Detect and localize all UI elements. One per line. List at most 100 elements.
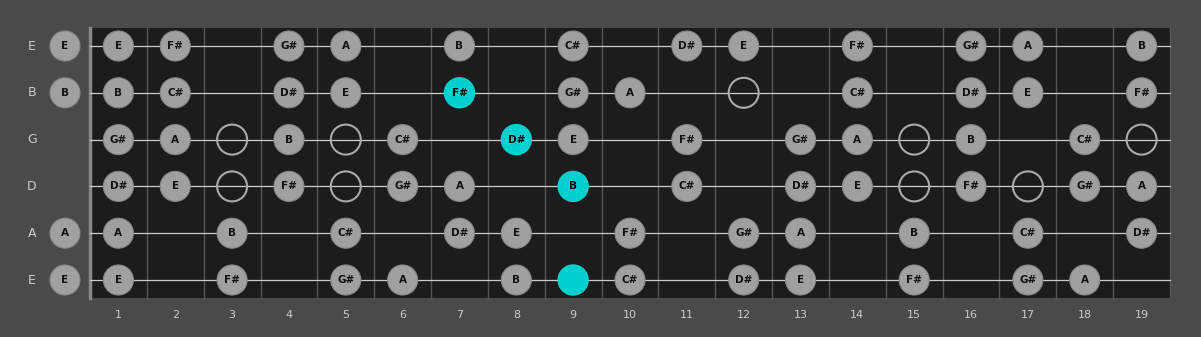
FancyBboxPatch shape <box>90 28 1170 298</box>
Ellipse shape <box>956 125 986 155</box>
Ellipse shape <box>558 265 588 295</box>
Text: E: E <box>342 88 349 98</box>
Ellipse shape <box>388 125 418 155</box>
Ellipse shape <box>956 31 986 61</box>
Text: A: A <box>114 228 123 238</box>
Text: F#: F# <box>1134 88 1149 98</box>
Ellipse shape <box>615 218 645 248</box>
Ellipse shape <box>50 31 80 61</box>
Ellipse shape <box>1070 265 1100 295</box>
Ellipse shape <box>50 265 80 295</box>
Text: F#: F# <box>281 181 297 191</box>
Text: C#: C# <box>337 228 354 238</box>
Ellipse shape <box>1070 125 1100 155</box>
Text: B: B <box>967 134 975 145</box>
Ellipse shape <box>444 78 474 108</box>
Text: F#: F# <box>452 88 467 98</box>
Text: B: B <box>114 88 123 98</box>
Text: E: E <box>569 134 576 145</box>
Ellipse shape <box>615 265 645 295</box>
Ellipse shape <box>274 31 304 61</box>
Text: G#: G# <box>109 134 127 145</box>
Ellipse shape <box>785 172 815 202</box>
Ellipse shape <box>501 125 531 155</box>
Ellipse shape <box>388 172 418 202</box>
Ellipse shape <box>1070 172 1100 202</box>
FancyBboxPatch shape <box>5 5 1196 332</box>
Text: A: A <box>455 181 464 191</box>
Text: A: A <box>61 228 68 238</box>
Text: G#: G# <box>1076 181 1093 191</box>
Text: G#: G# <box>280 41 298 51</box>
Text: C#: C# <box>849 88 866 98</box>
Text: D#: D# <box>450 228 468 238</box>
Ellipse shape <box>330 31 360 61</box>
Ellipse shape <box>217 218 247 248</box>
Text: 1: 1 <box>115 310 123 320</box>
Text: G#: G# <box>564 88 581 98</box>
Ellipse shape <box>1127 78 1157 108</box>
Text: A: A <box>1024 41 1032 51</box>
Text: E: E <box>115 275 123 285</box>
Text: 4: 4 <box>286 310 293 320</box>
Text: E: E <box>172 181 179 191</box>
Text: 5: 5 <box>342 310 349 320</box>
Text: 16: 16 <box>964 310 978 320</box>
Ellipse shape <box>785 218 815 248</box>
Text: A: A <box>854 134 861 145</box>
Ellipse shape <box>103 172 133 202</box>
Ellipse shape <box>103 125 133 155</box>
Text: A: A <box>28 227 36 240</box>
Text: A: A <box>796 228 805 238</box>
Text: C#: C# <box>622 275 638 285</box>
Text: F#: F# <box>167 41 184 51</box>
Text: B: B <box>28 86 36 99</box>
Text: E: E <box>61 41 68 51</box>
Text: E: E <box>740 41 747 51</box>
Text: E: E <box>513 228 520 238</box>
Text: D: D <box>28 180 37 193</box>
Text: A: A <box>626 88 634 98</box>
Text: B: B <box>455 41 464 51</box>
Text: G#: G# <box>1020 275 1036 285</box>
Ellipse shape <box>671 172 701 202</box>
Text: 8: 8 <box>513 310 520 320</box>
Ellipse shape <box>785 125 815 155</box>
Text: C#: C# <box>564 41 581 51</box>
Text: B: B <box>285 134 293 145</box>
Text: C#: C# <box>1020 228 1036 238</box>
Ellipse shape <box>1127 31 1157 61</box>
Text: A: A <box>1081 275 1089 285</box>
Ellipse shape <box>160 172 190 202</box>
Ellipse shape <box>1127 218 1157 248</box>
Ellipse shape <box>274 78 304 108</box>
Ellipse shape <box>274 172 304 202</box>
Ellipse shape <box>785 265 815 295</box>
Text: G#: G# <box>337 275 354 285</box>
Text: F#: F# <box>225 275 240 285</box>
Ellipse shape <box>103 78 133 108</box>
Text: F#: F# <box>907 275 922 285</box>
Ellipse shape <box>50 78 80 108</box>
Ellipse shape <box>501 265 531 295</box>
Ellipse shape <box>956 78 986 108</box>
Text: 7: 7 <box>456 310 464 320</box>
Text: 3: 3 <box>228 310 235 320</box>
Text: D#: D# <box>280 88 298 98</box>
Text: D#: D# <box>791 181 809 191</box>
Text: B: B <box>569 181 578 191</box>
Ellipse shape <box>103 218 133 248</box>
Text: G#: G# <box>394 181 411 191</box>
Text: C#: C# <box>1076 134 1093 145</box>
Ellipse shape <box>558 172 588 202</box>
Ellipse shape <box>729 218 759 248</box>
Ellipse shape <box>444 31 474 61</box>
Text: E: E <box>854 181 861 191</box>
Text: G: G <box>28 133 37 146</box>
Text: 11: 11 <box>680 310 694 320</box>
Ellipse shape <box>842 125 872 155</box>
Text: 10: 10 <box>623 310 637 320</box>
Text: B: B <box>228 228 237 238</box>
Text: A: A <box>1137 181 1146 191</box>
Text: F#: F# <box>679 134 695 145</box>
